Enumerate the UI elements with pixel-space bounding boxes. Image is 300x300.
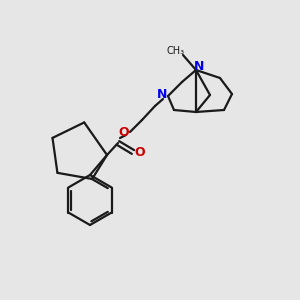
Text: O: O: [119, 125, 129, 139]
Text: N: N: [194, 61, 204, 74]
Text: CH₃: CH₃: [167, 46, 185, 56]
Text: N: N: [157, 88, 167, 100]
Text: O: O: [135, 146, 145, 158]
